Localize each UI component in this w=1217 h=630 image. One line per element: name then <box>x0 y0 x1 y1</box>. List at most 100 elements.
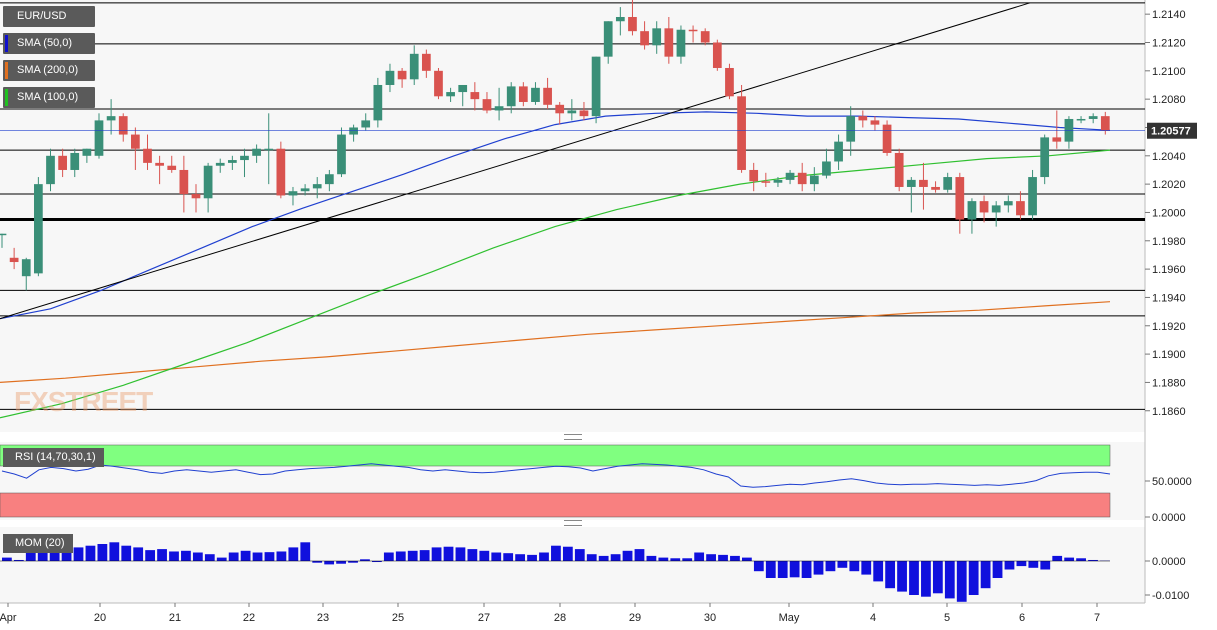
y-tick-label: 1.1920 <box>1152 321 1186 333</box>
candle-body <box>252 148 261 156</box>
candle-body <box>203 165 213 199</box>
candle-body <box>761 181 771 183</box>
y-axis-ticks: 1.21401.21201.21001.20801.20601.20401.20… <box>1145 9 1192 602</box>
candle-body <box>494 106 504 111</box>
mom-bar <box>13 559 24 561</box>
current-price-box <box>1147 122 1197 139</box>
mom-bar <box>455 547 466 561</box>
candle-body <box>482 99 492 111</box>
trendline-segment <box>0 2 1031 320</box>
mom-label[interactable]: MOM (20) <box>3 534 73 553</box>
rsi-label[interactable]: RSI (14,70,30,1) <box>3 448 104 467</box>
legend-sma100-label: SMA (100,0) <box>17 91 79 103</box>
candle-body <box>1052 137 1062 142</box>
x-tick-label: 29 <box>629 612 641 624</box>
candle-body <box>955 177 965 220</box>
candle-body <box>991 205 1001 213</box>
mom-bar <box>730 555 740 561</box>
candle-body <box>94 120 104 156</box>
mom-bar <box>837 561 848 568</box>
mom-bar <box>312 561 323 563</box>
candle-body <box>712 42 722 68</box>
mom-bar <box>777 561 788 578</box>
candle-body <box>555 104 565 114</box>
mom-bar <box>395 551 406 561</box>
mom-bar <box>491 552 502 561</box>
mom-bar <box>861 561 872 575</box>
x-tick-label: 20 <box>94 612 106 624</box>
candle-body <box>227 160 237 163</box>
mom-bar <box>586 554 597 561</box>
mom-bar <box>897 561 907 592</box>
candle-body <box>943 177 953 190</box>
mom-bar <box>706 554 716 561</box>
legend-sma100[interactable]: SMA (100,0) <box>3 87 95 108</box>
candle-body <box>106 116 116 121</box>
y-tick-label: 1.2000 <box>1152 207 1186 219</box>
y-tick-label: 1.1880 <box>1152 377 1186 389</box>
mom-bar <box>2 557 12 561</box>
candle-body <box>9 257 19 263</box>
y-tick-label: 1.1940 <box>1152 292 1186 304</box>
legend-eurusd[interactable]: EUR/USD <box>3 6 95 27</box>
candle-body <box>700 31 710 43</box>
legend-sma50[interactable]: SMA (50,0) <box>3 33 95 54</box>
candle-body <box>822 161 831 176</box>
mom-bar <box>813 561 824 575</box>
price-rsi-resize-handle[interactable] <box>564 434 582 440</box>
legend-sma200[interactable]: SMA (200,0) <box>3 60 95 81</box>
mom-bar <box>682 558 693 561</box>
candle-body <box>676 29 686 57</box>
x-tick-label: 5 <box>944 612 950 624</box>
candle-body <box>70 152 80 170</box>
mom-bar <box>1004 561 1015 570</box>
mom-bar <box>1052 555 1063 561</box>
candle-body <box>21 259 31 277</box>
mom-bar <box>527 554 537 561</box>
candle-body <box>809 175 819 185</box>
mom-bar <box>145 550 156 561</box>
candle-body <box>337 134 346 175</box>
y-tick-label: 1.2040 <box>1152 151 1186 163</box>
legend-sma200-label: SMA (200,0) <box>17 64 79 76</box>
mom-bar <box>992 561 1003 578</box>
candle-body <box>894 152 904 187</box>
mom-bar <box>658 557 669 561</box>
candle-body <box>567 110 577 114</box>
candle-body <box>458 84 468 93</box>
mom-bar <box>419 550 430 561</box>
candle-body <box>1040 137 1050 178</box>
mom-bar <box>348 561 358 563</box>
mom-bar <box>562 546 573 561</box>
y-tick-label: 1.2080 <box>1152 94 1186 106</box>
candle-body <box>1076 118 1086 121</box>
mom-tick-label: 0.0000 <box>1152 556 1186 568</box>
candle-body <box>652 28 662 46</box>
rsi-mom-resize-handle[interactable] <box>564 520 582 526</box>
y-tick-label: 1.2140 <box>1152 9 1186 21</box>
candle-body <box>531 87 540 102</box>
candle-body <box>264 148 274 151</box>
candles <box>0 0 1110 291</box>
mom-bar <box>503 553 514 561</box>
mom-bar <box>968 561 979 595</box>
y-tick-label: 1.1860 <box>1152 406 1186 418</box>
candle-body <box>640 31 649 46</box>
candle-body <box>737 96 746 170</box>
mom-panel <box>0 542 1110 602</box>
y-tick-label: 1.1900 <box>1152 349 1186 361</box>
candle-body <box>834 141 843 162</box>
mom-bar <box>1064 557 1075 561</box>
mom-bar <box>801 561 812 578</box>
mom-bar <box>932 561 943 594</box>
mom-bar <box>288 547 299 561</box>
candle-body <box>1016 201 1025 216</box>
mom-bar <box>956 561 967 602</box>
mom-bar <box>909 561 919 595</box>
legend-eurusd-label: EUR/USD <box>17 10 67 22</box>
candle-body <box>82 148 92 156</box>
mom-bar <box>718 554 728 561</box>
mom-bar <box>551 545 561 561</box>
y-tick-label: 1.1960 <box>1152 264 1186 276</box>
